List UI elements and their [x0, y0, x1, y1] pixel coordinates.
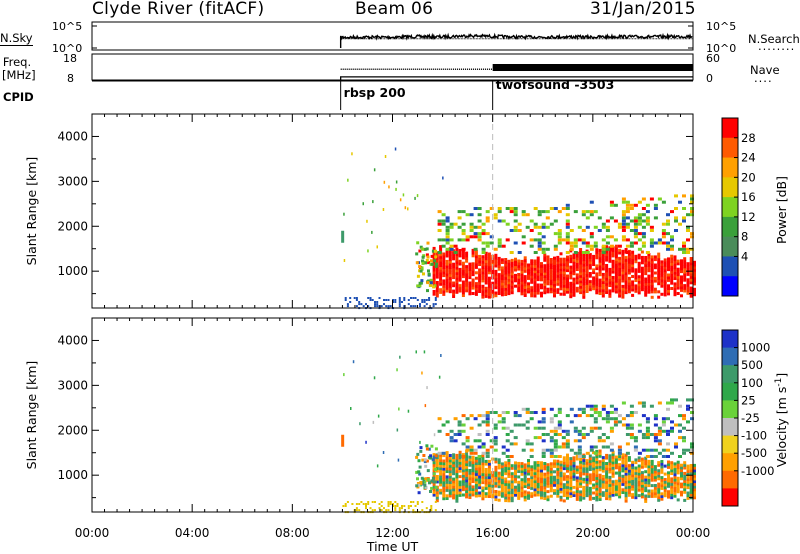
power-colorbar-swatch	[722, 197, 738, 218]
nave-label: Nave	[750, 63, 780, 77]
station-title: Clyde River (fitACF)	[92, 0, 265, 19]
cpid-label: CPID	[3, 90, 34, 104]
velocity-colorbar-tick: -100	[741, 429, 767, 443]
velocity-colorbar-tick: 500	[741, 358, 763, 372]
velocity-colorbar-tick: -500	[741, 446, 767, 460]
y-tick-label: 2000	[57, 423, 88, 437]
power-colorbar-tick: 8	[741, 230, 748, 244]
velocity-colorbar-label: Velocity [m s-1]	[774, 373, 789, 467]
nsky-text: N.Sky	[0, 31, 33, 46]
power-colorbar-tick: 12	[741, 210, 756, 224]
power-colorbar-tick: 4	[741, 249, 748, 263]
nave-band	[492, 64, 693, 71]
power-colorbar-tick: 16	[741, 190, 756, 204]
freq-tick-right: 0	[706, 72, 713, 85]
freq-label: Freq. [MHz]	[2, 55, 36, 82]
velocity-colorbar-swatch	[722, 330, 738, 349]
freq-tick-left: 8	[67, 72, 74, 85]
freq-unit: [MHz]	[2, 68, 36, 82]
nsearch-marker: ........	[758, 39, 796, 53]
x-tick-label: 12:00	[375, 526, 410, 540]
power-colorbar-frame	[721, 117, 739, 297]
velocity-colorbar-tick: -1000	[741, 464, 774, 478]
noise-tick-right: 10^0	[706, 42, 736, 55]
y-tick-label: 3000	[57, 174, 88, 188]
velocity-colorbar-tick: 100	[741, 376, 763, 390]
power-panel	[341, 147, 696, 310]
velocity-colorbar-swatch	[722, 435, 738, 454]
x-axis-label: Time UT	[366, 539, 419, 554]
beam-label: Beam 06	[355, 0, 434, 19]
cpid-label-0: rbsp 200	[344, 85, 406, 100]
power-colorbar-swatch	[722, 137, 738, 159]
velocity-colorbar-tick: 1000	[741, 341, 770, 355]
velocity-colorbar-tick: 25	[741, 393, 756, 407]
freq-line	[340, 76, 693, 80]
noise-tick-left: 10^0	[52, 42, 82, 55]
velocity-colorbar-swatch	[722, 365, 738, 384]
power-colorbar-swatch	[722, 256, 738, 277]
noise-tick-left: 10^5	[52, 20, 82, 33]
velocity-colorbar-swatch	[722, 418, 738, 437]
x-tick-label: 08:00	[275, 526, 310, 540]
y-axis-label: Slant Range [km]	[24, 361, 39, 470]
velocity-colorbar-swatch	[722, 347, 738, 366]
noise-tick-right: 10^5	[706, 20, 736, 33]
power-colorbar-label: Power [dB]	[774, 176, 789, 244]
velocity-colorbar-swatch	[722, 453, 738, 472]
velocity-colorbar-swatch	[722, 470, 738, 489]
freq-tick-right: 60	[706, 52, 720, 65]
nsky-label: N.Sky	[0, 31, 33, 46]
velocity-colorbar-swatch	[722, 488, 738, 507]
velocity-colorbar-swatch	[722, 400, 738, 419]
x-tick-label: 20:00	[576, 526, 611, 540]
x-tick-label: 00:00	[75, 526, 110, 540]
y-axis-label: Slant Range [km]	[24, 157, 39, 266]
y-tick-label: 3000	[57, 378, 88, 392]
cpid-label-1: twofsound -3503	[496, 77, 615, 92]
date-label: 31/Jan/2015	[590, 0, 696, 19]
noise-sky-line	[339, 32, 693, 48]
power-colorbar-swatch	[722, 118, 738, 139]
power-colorbar-swatch	[722, 177, 738, 198]
x-tick-label: 16:00	[475, 526, 510, 540]
power-colorbar-swatch	[722, 276, 738, 297]
velocity-panel	[341, 350, 696, 514]
y-tick-label: 1000	[57, 264, 88, 278]
freq-text: Freq.	[2, 55, 32, 69]
isolated-echo	[341, 434, 345, 447]
velocity-colorbar-tick: -25	[741, 411, 760, 425]
nave-marker: ....	[754, 71, 773, 85]
power-colorbar-swatch	[722, 236, 738, 257]
x-tick-label: 00:00	[676, 526, 711, 540]
nsearch-label: N.Search	[748, 32, 800, 46]
isolated-echo	[341, 230, 345, 243]
y-tick-label: 4000	[57, 129, 88, 143]
power-colorbar-swatch	[722, 157, 738, 178]
velocity-colorbar-swatch	[722, 382, 738, 401]
power-colorbar-swatch	[722, 216, 738, 238]
freq-tick-left: 18	[63, 52, 77, 65]
noise-panel-frame	[91, 21, 694, 51]
x-tick-label: 04:00	[175, 526, 210, 540]
power-colorbar-tick: 28	[741, 131, 756, 145]
y-tick-label: 1000	[57, 468, 88, 482]
power-colorbar-tick: 24	[741, 151, 756, 165]
y-tick-label: 4000	[57, 333, 88, 347]
power-colorbar-tick: 20	[741, 170, 756, 184]
y-tick-label: 2000	[57, 219, 88, 233]
